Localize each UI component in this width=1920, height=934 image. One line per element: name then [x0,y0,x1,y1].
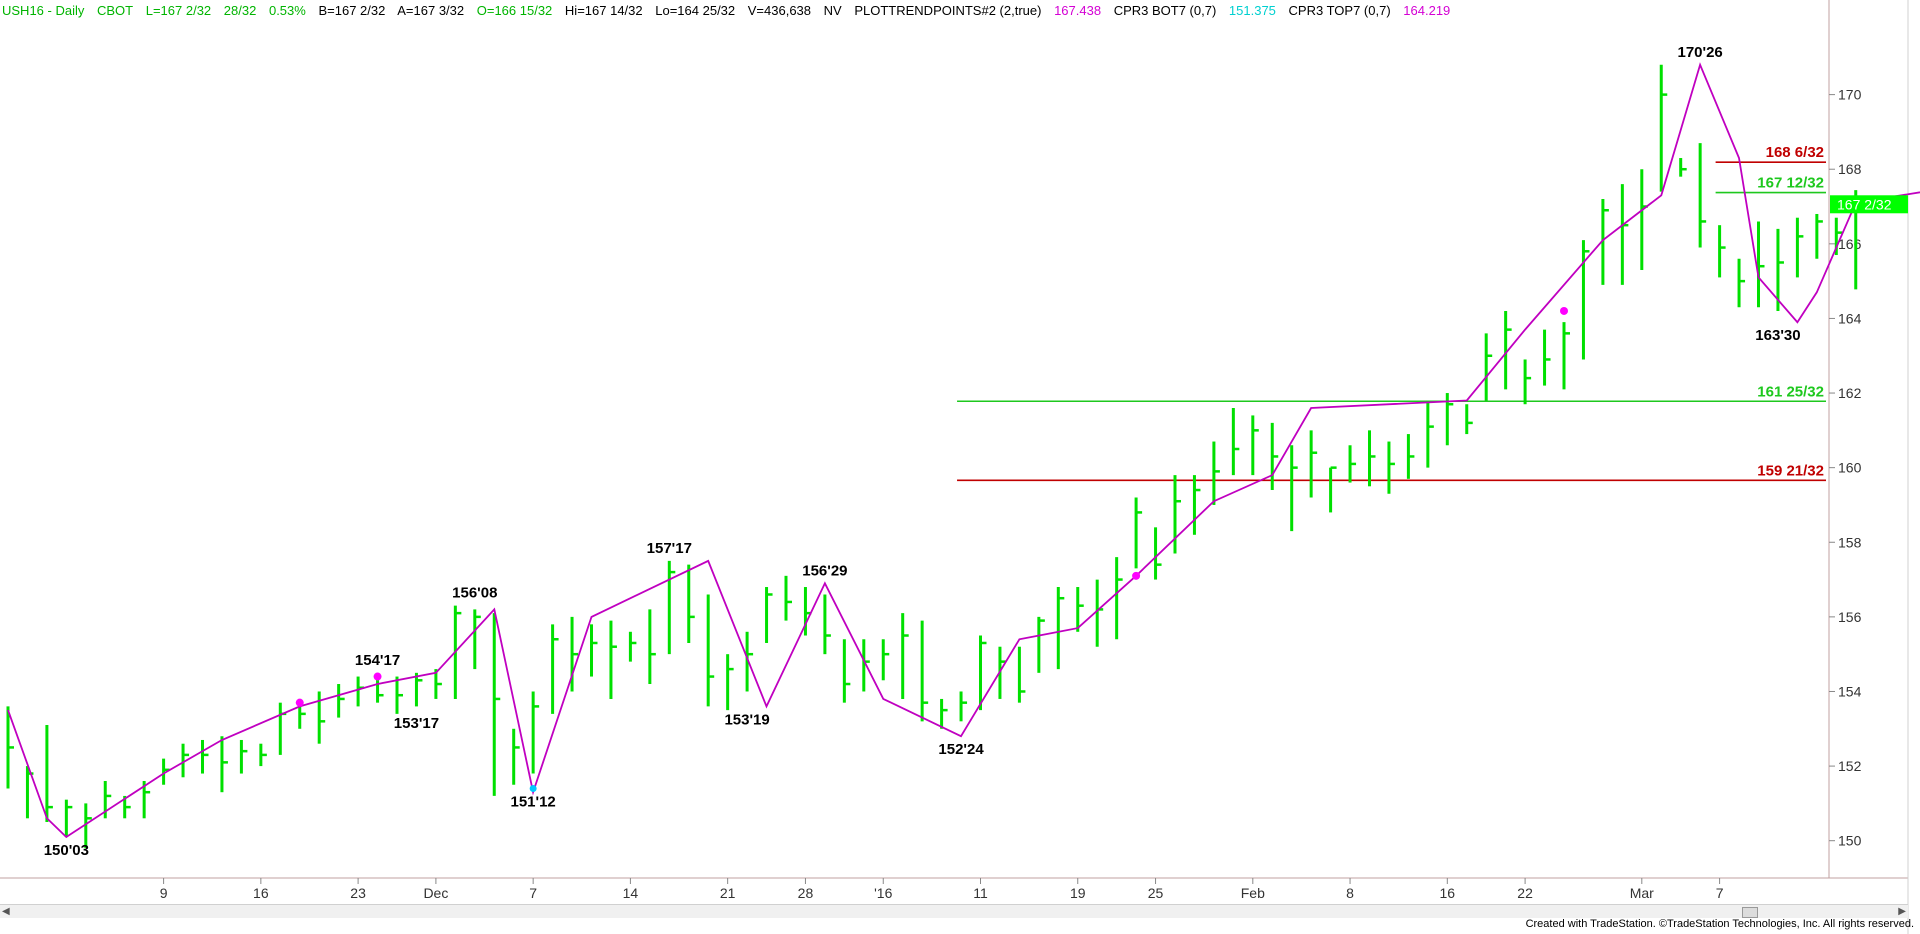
y-tick-label: 160 [1838,460,1862,476]
scroll-left-icon[interactable]: ◀ [2,906,10,917]
swing-point-label: 153'17 [394,715,439,732]
x-tick-label: 16 [253,885,269,901]
y-tick-label: 162 [1838,385,1862,401]
x-tick-label: 7 [529,885,537,901]
scroll-thumb[interactable] [1742,907,1758,918]
x-tick-label: Feb [1241,885,1265,901]
last-price-marker [1830,195,1908,214]
x-tick-label: 7 [1716,885,1724,901]
ohlc-bars [6,64,1862,849]
swing-point-label: 157'17 [647,540,692,557]
level-label: 167 12/32 [1757,175,1824,192]
last-price: L=167 2/32 [145,3,212,18]
swing-point-label: 151'12 [511,793,556,810]
swing-point-label: 153'19 [724,711,769,728]
x-tick-label: '16 [874,885,892,901]
y-tick-label: 170 [1838,87,1862,103]
level-label: 168 6/32 [1766,144,1824,161]
pct-change: 0.53% [268,3,306,18]
y-tick-label: 166 [1838,236,1862,252]
swing-point-label: 163'30 [1755,327,1800,344]
trend-line [7,62,1920,839]
swing-point-label: 154'17 [355,652,400,669]
study1-name: PLOTTRENDPOINTS#2 (2,true) [854,3,1042,18]
x-tick-label: 14 [623,885,639,901]
open-price: O=166 15/32 [476,3,553,18]
study2-value: 151.375 [1228,3,1276,18]
cpr-dot [529,784,537,792]
x-tick-label: 23 [350,885,366,901]
x-tick-label: 9 [160,885,168,901]
x-tick-label: 8 [1346,885,1354,901]
x-tick-label: 16 [1440,885,1456,901]
volume: V=436,638 [747,3,812,18]
level-label: 161 25/32 [1757,383,1824,400]
y-tick-label: 158 [1838,534,1862,550]
y-tick-label: 150 [1838,833,1862,849]
study2-name: CPR3 BOT7 (0,7) [1113,3,1217,18]
y-tick-label: 168 [1838,161,1862,177]
swing-point-label: 156'08 [452,585,497,602]
x-tick-label: 28 [798,885,814,901]
swing-point-label: 170'26 [1678,44,1723,61]
net-change: 28/32 [223,3,257,18]
study1-value: 167.438 [1054,3,1102,18]
low-price: Lo=164 25/32 [655,3,736,18]
x-tick-label: Mar [1630,885,1654,901]
bid-price: B=167 2/32 [318,3,386,18]
level-label: 159 21/32 [1757,462,1824,479]
study3-name: CPR3 TOP7 (0,7) [1288,3,1391,18]
trend-point-dot [373,672,382,681]
scroll-right-icon[interactable]: ▶ [1898,906,1906,917]
swing-point-label: 150'03 [44,842,89,859]
symbol-label: USH16 - Daily [2,3,85,18]
nv-label: NV [823,3,842,18]
x-tick-label: Dec [423,885,448,901]
study3-value: 164.219 [1403,3,1451,18]
last-price-label: 167 2/32 [1837,196,1892,212]
x-tick-label: 11 [973,885,988,901]
y-tick-label: 152 [1838,758,1862,774]
x-tick-label: 25 [1148,885,1164,901]
x-tick-label: 21 [720,885,736,901]
chart-header: USH16 - Daily CBOT L=167 2/32 28/32 0.53… [2,2,1459,20]
trend-point-dot [1132,571,1141,580]
y-tick-label: 154 [1838,683,1862,699]
footer-credit: Created with TradeStation. ©TradeStation… [1525,918,1914,930]
y-tick-label: 164 [1838,310,1862,326]
time-scrollbar[interactable]: ◀ ▶ [0,904,1908,918]
swing-point-label: 156'29 [802,562,847,579]
x-tick-label: 19 [1070,885,1086,901]
trend-point-dot [295,698,304,707]
exchange-label: CBOT [96,3,134,18]
trend-point-dot [1560,306,1568,315]
x-tick-label: 22 [1517,885,1533,901]
y-tick-label: 156 [1838,609,1862,625]
ask-price: A=167 3/32 [397,3,465,18]
swing-point-label: 152'24 [938,741,984,758]
high-price: Hi=167 14/32 [564,3,643,18]
